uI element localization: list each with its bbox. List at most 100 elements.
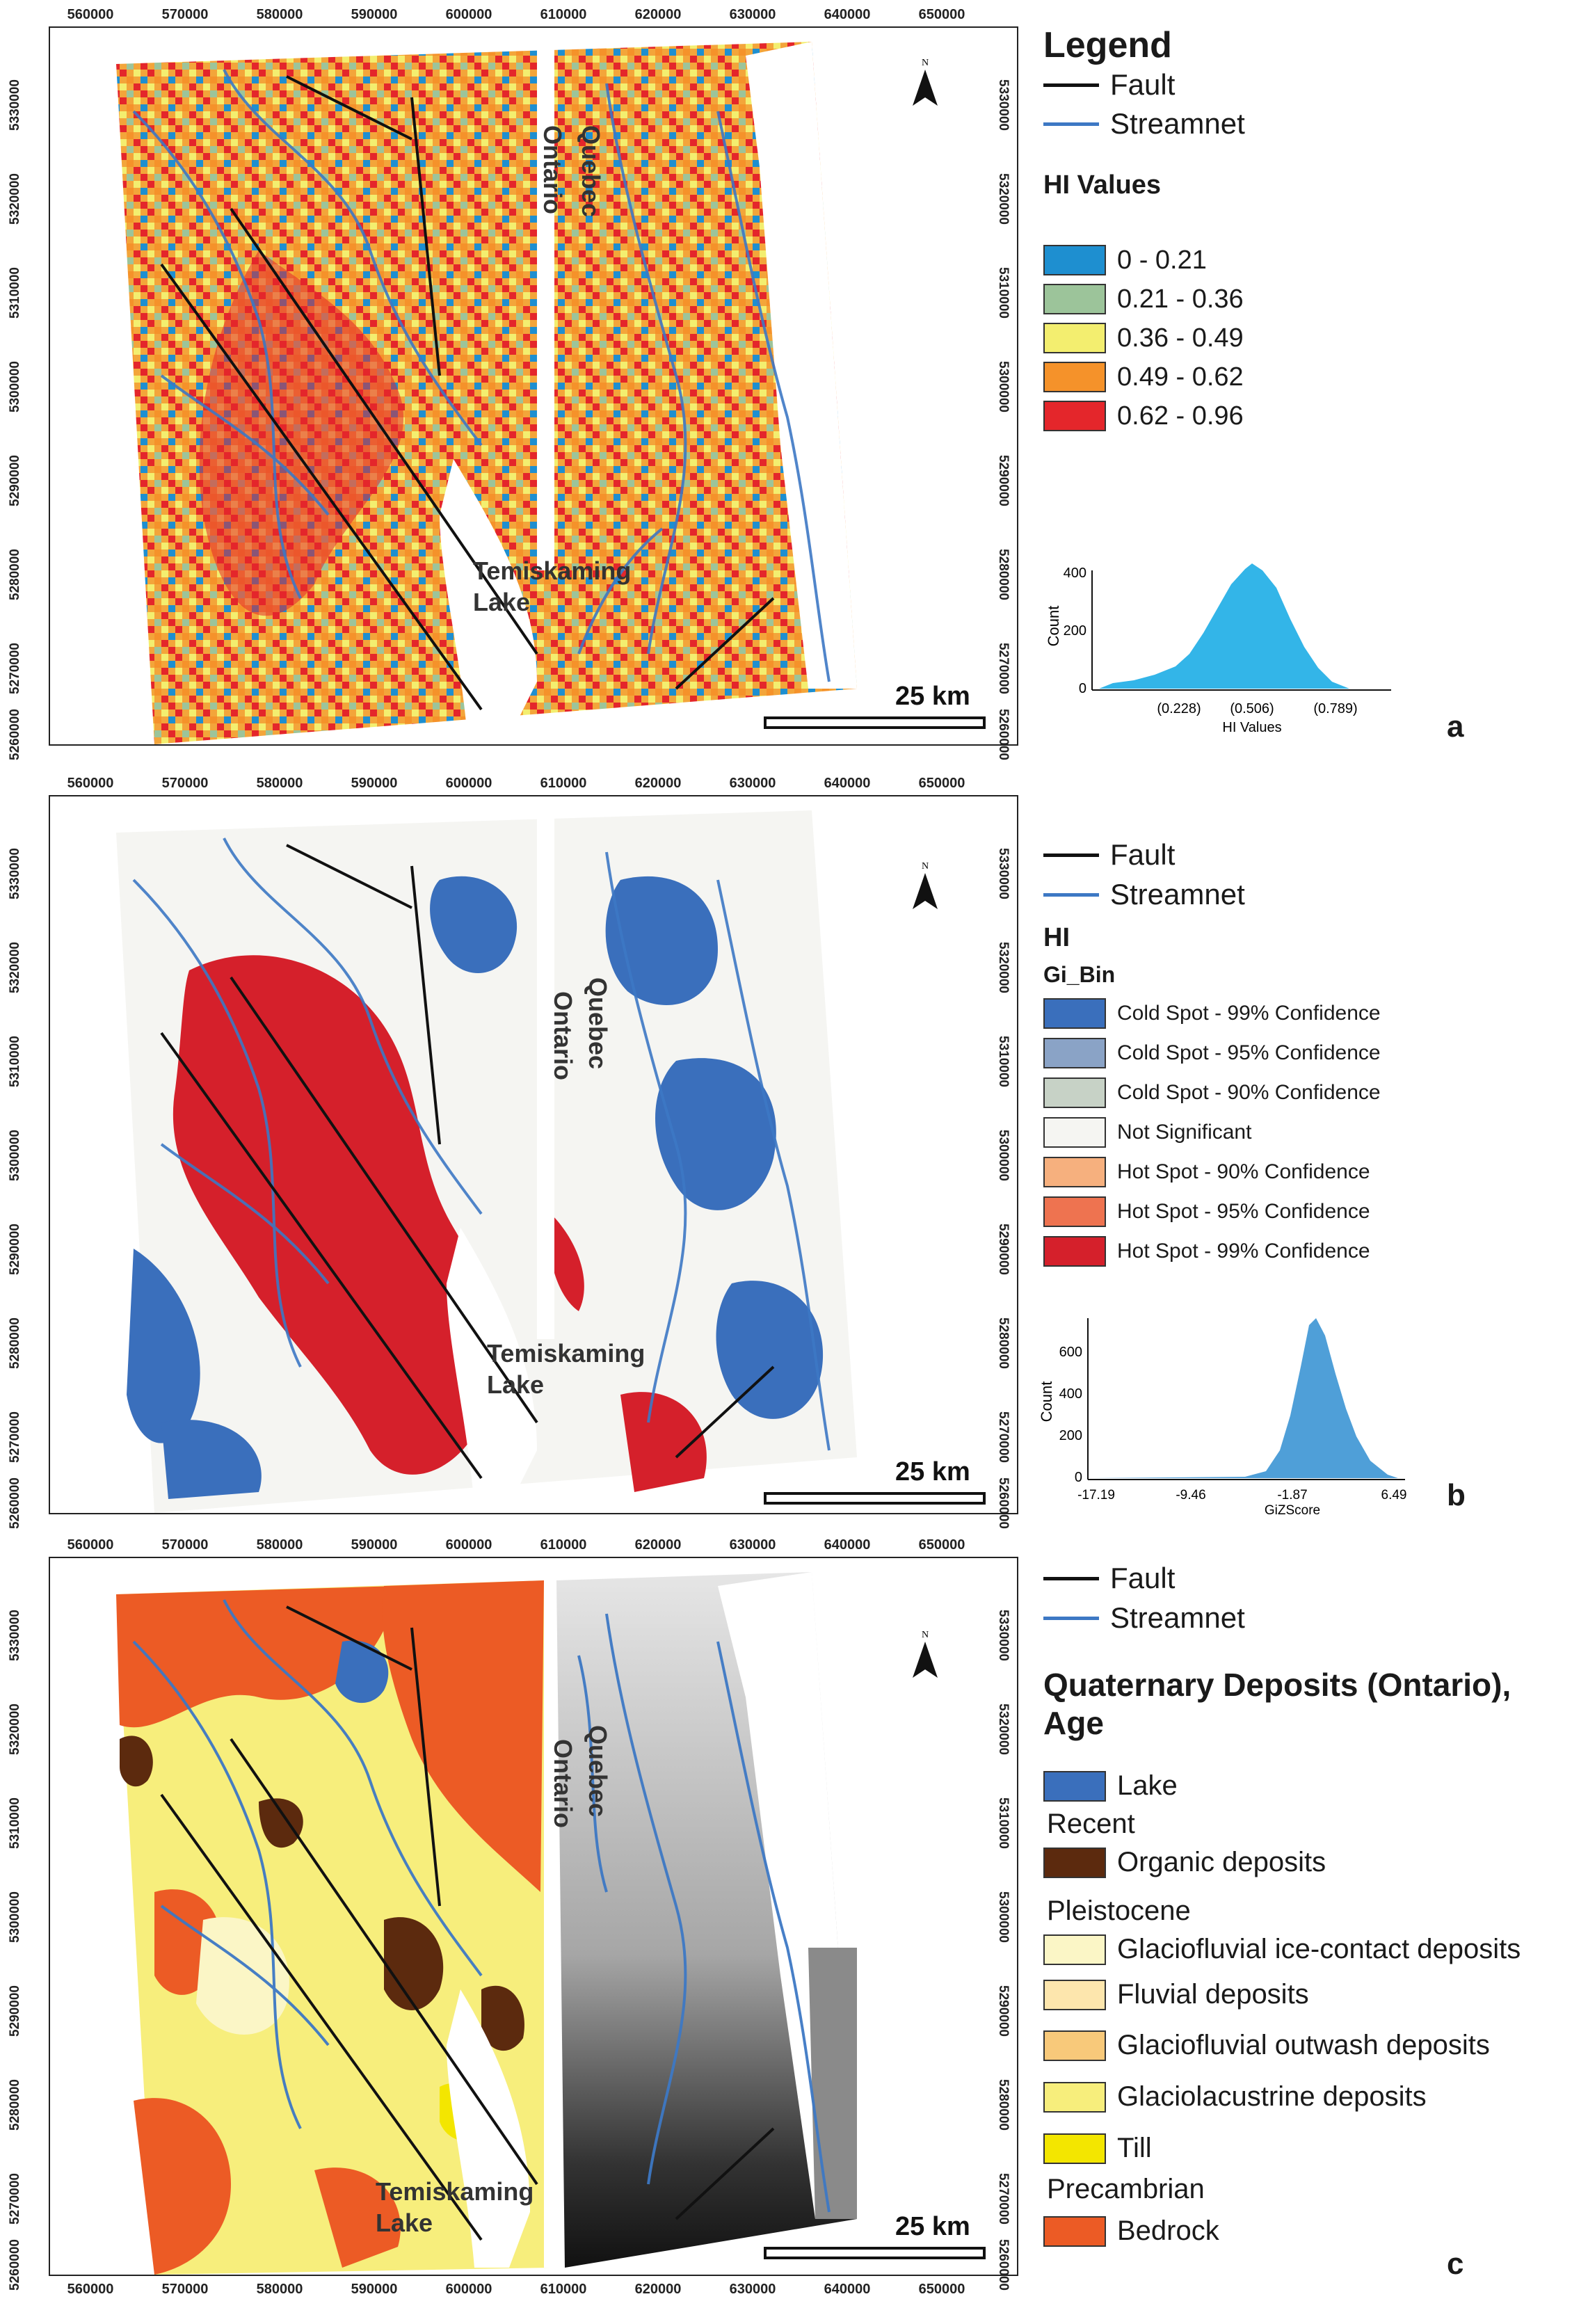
class-label: 0.49 - 0.62 <box>1117 362 1244 392</box>
y-tick: 5330000 <box>995 1610 1011 1661</box>
y-tick: 5290000 <box>995 1224 1011 1275</box>
scale-bar <box>762 2219 991 2264</box>
y-tick: 5330000 <box>995 848 1011 899</box>
legend-class: Hot Spot - 95% Confidence <box>1043 1196 1370 1227</box>
legend-class: 0.62 - 0.96 <box>1043 401 1244 431</box>
x-tick: 630000 <box>729 1537 776 1553</box>
panel-a: 560000 570000 580000 590000 600000 61000… <box>0 0 1588 765</box>
x-tick: 630000 <box>729 776 776 791</box>
y-tick: 5280000 <box>995 2079 1011 2131</box>
svg-text:GiZScore: GiZScore <box>1265 1503 1320 1518</box>
y-tick: 5270000 <box>7 1411 22 1463</box>
x-tick: 570000 <box>161 7 209 22</box>
recent-heading: Recent <box>1047 1809 1135 1839</box>
svg-text:HI Values: HI Values <box>1222 720 1281 735</box>
map-frame-a <box>49 26 1018 746</box>
y-tick: 5330000 <box>995 79 1011 131</box>
x-tick: 580000 <box>256 776 303 791</box>
panel-c: 560000 570000 580000 590000 600000 61000… <box>0 1530 1588 2324</box>
x-tick: 580000 <box>256 7 303 22</box>
lake-label-line2: Lake <box>487 1370 545 1399</box>
legend-streamnet: Streamnet <box>1043 878 1245 911</box>
svg-text:N: N <box>922 861 929 872</box>
svg-text:200: 200 <box>1059 1428 1082 1443</box>
legend-class: 0 - 0.21 <box>1043 245 1207 275</box>
lake-label-line1: Temiskaming <box>376 2177 534 2206</box>
x-tick: 570000 <box>161 776 209 791</box>
x-tick: 620000 <box>634 776 682 791</box>
y-tick: 5300000 <box>7 1130 22 1181</box>
streamnet-label: Streamnet <box>1110 107 1245 140</box>
legend-class: Hot Spot - 90% Confidence <box>1043 1157 1370 1187</box>
legend-fault: Fault <box>1043 1562 1175 1595</box>
y-tick: 5320000 <box>995 942 1011 993</box>
north-arrow-icon: N <box>904 56 946 111</box>
y-tick: 5290000 <box>7 455 22 506</box>
scale-bar <box>762 689 991 734</box>
svg-text:-9.46: -9.46 <box>1176 1488 1205 1502</box>
x-tick: 580000 <box>256 2282 303 2297</box>
svg-text:6.49: 6.49 <box>1381 1488 1407 1502</box>
svg-text:N: N <box>922 58 929 68</box>
hi-histogram: Count 400 200 0 (0.228) (0.506) (0.789) … <box>1043 543 1433 755</box>
y-tick: 5270000 <box>995 2173 1011 2225</box>
legend-class-bedrock: Bedrock <box>1043 2215 1219 2247</box>
quebec-label: Quebec <box>584 1725 612 1818</box>
fault-label: Fault <box>1110 838 1176 871</box>
legend-class: Cold Spot - 99% Confidence <box>1043 998 1381 1029</box>
scale-label: 25 km <box>895 682 970 711</box>
svg-text:0: 0 <box>1075 1470 1082 1485</box>
x-tick: 630000 <box>729 2282 776 2297</box>
x-tick: 610000 <box>540 7 587 22</box>
gi-bin-title: Gi_Bin <box>1043 962 1116 987</box>
y-tick: 5280000 <box>7 549 22 600</box>
y-tick: 5260000 <box>995 1477 1011 1529</box>
y-tick: 5330000 <box>7 1610 22 1661</box>
class-label: Till <box>1117 2133 1152 2163</box>
y-tick: 5300000 <box>7 361 22 412</box>
y-tick: 5270000 <box>995 1411 1011 1463</box>
legend-fault: Fault <box>1043 838 1175 872</box>
north-arrow-icon: N <box>904 1628 946 1683</box>
y-tick: 5300000 <box>995 1891 1011 1943</box>
quaternary-deposits-map <box>116 1572 857 2275</box>
class-label: Cold Spot - 95% Confidence <box>1117 1041 1381 1064</box>
y-tick: 5260000 <box>995 709 1011 760</box>
class-label: 0.21 - 0.36 <box>1117 284 1244 314</box>
x-tick: 570000 <box>161 2282 209 2297</box>
scale-label: 25 km <box>895 2212 970 2241</box>
quebec-label: Quebec <box>577 125 605 218</box>
legend-class: Glaciofluvial ice-contact deposits <box>1043 1934 1521 1965</box>
legend-streamnet: Streamnet <box>1043 107 1245 141</box>
y-tick: 5280000 <box>995 549 1011 600</box>
y-tick: 5270000 <box>995 643 1011 694</box>
legend-streamnet: Streamnet <box>1043 1601 1245 1635</box>
lake-label-line2: Lake <box>376 2209 433 2237</box>
hi-values-title: HI Values <box>1043 170 1161 200</box>
legend-class-organic: Organic deposits <box>1043 1847 1326 1878</box>
legend-class: Not Significant <box>1043 1117 1251 1148</box>
x-tick: 560000 <box>67 776 114 791</box>
panel-letter-b: b <box>1447 1478 1466 1512</box>
class-label: Cold Spot - 90% Confidence <box>1117 1081 1381 1104</box>
legend-class: 0.36 - 0.49 <box>1043 323 1244 353</box>
y-tick: 5280000 <box>7 2079 22 2131</box>
legend-class: Glaciofluvial outwash deposits <box>1043 2030 1490 2061</box>
svg-text:400: 400 <box>1064 566 1086 581</box>
x-tick: 650000 <box>918 1537 965 1553</box>
ontario-label: Ontario <box>538 125 567 215</box>
class-label: Lake <box>1117 1770 1178 1801</box>
class-label: Glaciofluvial ice-contact deposits <box>1117 1934 1521 1964</box>
class-label: 0 - 0.21 <box>1117 245 1207 275</box>
hi-values-map <box>116 42 857 744</box>
svg-text:600: 600 <box>1059 1345 1082 1360</box>
class-label: 0.36 - 0.49 <box>1117 323 1244 353</box>
lake-label-line1: Temiskaming <box>473 556 632 585</box>
legend-class-lake: Lake <box>1043 1770 1178 1802</box>
x-tick: 640000 <box>824 776 871 791</box>
hi-title: HI <box>1043 923 1070 952</box>
y-tick: 5300000 <box>995 361 1011 412</box>
x-tick: 600000 <box>445 2282 492 2297</box>
x-tick: 640000 <box>824 7 871 22</box>
x-tick: 560000 <box>67 2282 114 2297</box>
